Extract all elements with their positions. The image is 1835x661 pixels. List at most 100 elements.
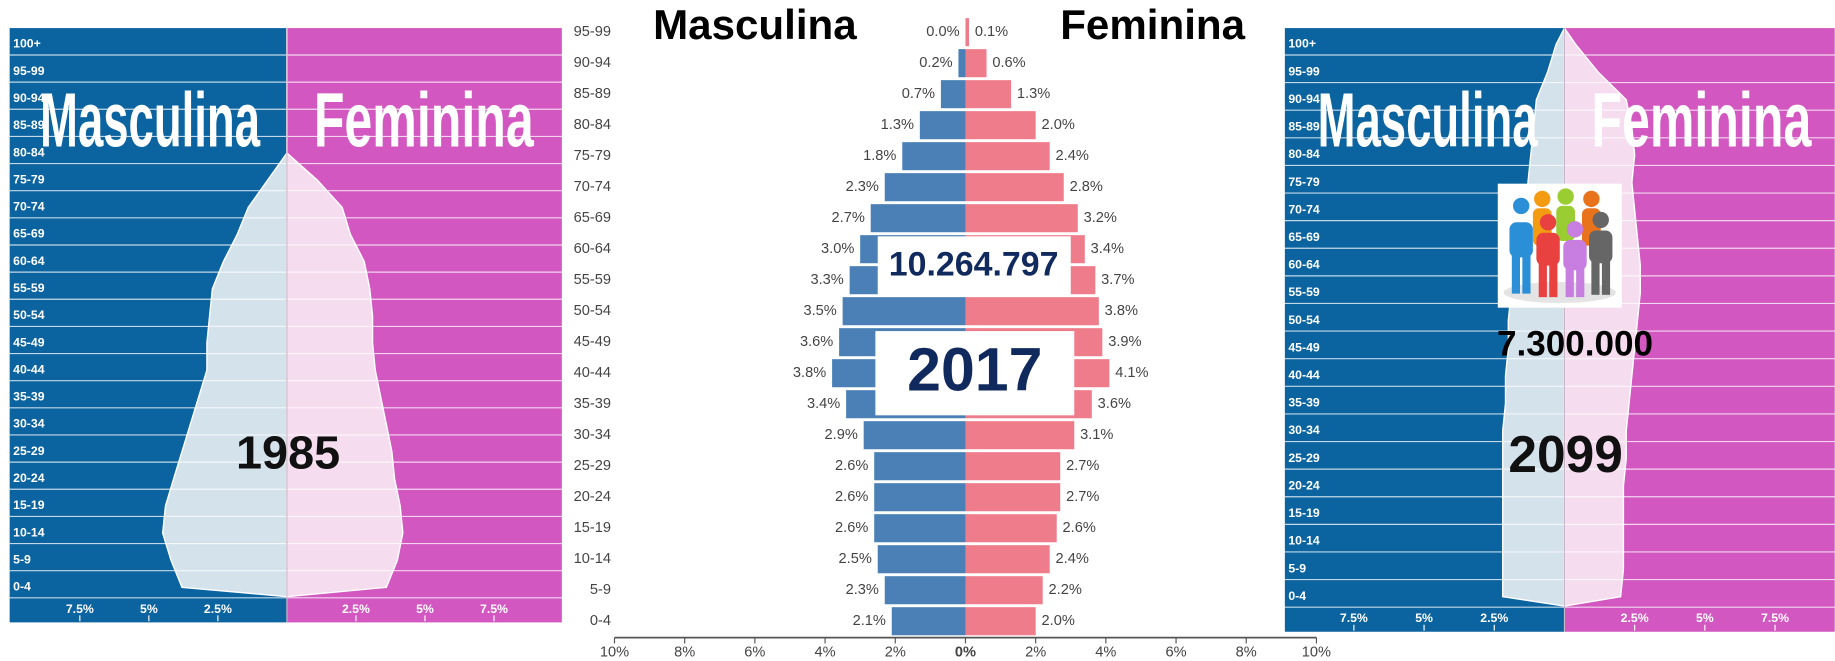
bar: [892, 607, 966, 635]
bar: [885, 576, 966, 604]
value-label: 1.3%: [881, 117, 914, 133]
value-label: 2.6%: [835, 520, 868, 536]
bar: [965, 576, 1042, 604]
age-label: 75-79: [574, 148, 611, 164]
value-label: 0.2%: [919, 55, 952, 71]
bar: [878, 545, 966, 573]
value-label: 3.6%: [1098, 396, 1131, 412]
value-label: 2.7%: [1066, 458, 1099, 474]
value-label: 2.7%: [1066, 489, 1099, 505]
bar: [965, 80, 1011, 108]
age-label: 15-19: [1288, 506, 1320, 520]
series-name: Masculina: [653, 1, 857, 48]
x-tick-label: 10%: [1302, 645, 1331, 661]
x-tick-label: 7.5%: [480, 602, 508, 616]
age-label: 55-59: [1288, 285, 1320, 299]
age-label: 0-4: [13, 580, 31, 594]
age-label: 60-64: [1288, 258, 1320, 272]
age-label: 10-14: [1288, 534, 1320, 548]
value-label: 2.1%: [853, 613, 886, 629]
bar: [874, 452, 965, 480]
x-tick-label: 6%: [744, 645, 765, 661]
bar: [864, 421, 966, 449]
age-label: 95-99: [574, 24, 611, 40]
value-label: 3.1%: [1080, 427, 1113, 443]
value-label: 3.2%: [1084, 210, 1117, 226]
x-tick-label: 4%: [815, 645, 836, 661]
age-label: 40-44: [1288, 368, 1320, 382]
x-tick-label: 2.5%: [1480, 611, 1508, 625]
bar: [843, 297, 966, 325]
age-label: 30-34: [13, 417, 45, 431]
x-tick-label: 2%: [885, 645, 906, 661]
age-label: 50-54: [574, 303, 611, 319]
age-label: 25-29: [1288, 451, 1320, 465]
chart: 0-4 5-9 10-14 15-19 20-24 25-29 30-34 35-39 40-4…: [0, 0, 1835, 661]
x-tick-label: 5%: [140, 602, 158, 616]
year-label: 2099: [1508, 425, 1623, 483]
x-tick-label: 5%: [416, 602, 434, 616]
age-label: 15-19: [574, 520, 611, 536]
value-label: 2.8%: [1070, 179, 1103, 195]
x-tick-label: 10%: [600, 645, 629, 661]
value-label: 3.9%: [1108, 334, 1141, 350]
value-label: 0.1%: [975, 24, 1008, 40]
bar: [965, 204, 1077, 232]
series-name: Feminina: [1060, 1, 1245, 48]
age-label: 25-29: [13, 444, 45, 458]
x-tick-label: 7.5%: [1340, 611, 1368, 625]
value-label: 4.1%: [1115, 365, 1148, 381]
age-label: 40-44: [13, 362, 45, 376]
bar: [965, 421, 1074, 449]
bar: [965, 483, 1060, 511]
x-tick-label: 5%: [1696, 611, 1714, 625]
age-label: 5-9: [1288, 561, 1306, 575]
age-label: 20-24: [574, 489, 611, 505]
age-label: 75-79: [13, 172, 45, 186]
bar: [965, 111, 1035, 139]
age-label: 50-54: [13, 308, 45, 322]
bar: [965, 545, 1049, 573]
bar: [965, 173, 1063, 201]
age-label: 60-64: [13, 254, 45, 268]
age-label: 80-84: [1288, 147, 1320, 161]
age-label: 20-24: [1288, 478, 1320, 492]
age-label: 30-34: [1288, 423, 1320, 437]
age-label: 45-49: [1288, 340, 1320, 354]
value-label: 3.4%: [1091, 241, 1124, 257]
bar: [965, 514, 1056, 542]
age-label: 95-99: [1288, 64, 1320, 78]
age-label: 70-74: [574, 179, 611, 195]
page: {"chart_data": [ {"type": "pyramid-area"…: [0, 0, 1835, 661]
bar: [965, 452, 1060, 480]
bar: [874, 483, 965, 511]
bar: [871, 204, 966, 232]
age-label: 20-24: [13, 471, 45, 485]
bar: [965, 297, 1098, 325]
age-label: 35-39: [1288, 396, 1320, 410]
value-label: 2.3%: [846, 179, 879, 195]
value-label: 3.3%: [810, 272, 843, 288]
age-label: 70-74: [13, 200, 45, 214]
age-label: 65-69: [13, 227, 45, 241]
bar: [965, 18, 969, 46]
value-label: 2.7%: [832, 210, 865, 226]
value-label: 2.3%: [846, 582, 879, 598]
value-label: 3.0%: [821, 241, 854, 257]
bar: [958, 49, 965, 77]
age-label: 65-69: [1288, 230, 1320, 244]
age-label: 100+: [1288, 37, 1316, 51]
bar: [965, 607, 1035, 635]
value-label: 2.6%: [835, 489, 868, 505]
bar: [874, 514, 965, 542]
value-label: 3.8%: [1105, 303, 1138, 319]
age-label: 15-19: [13, 498, 45, 512]
value-label: 2.6%: [835, 458, 868, 474]
age-label: 0-4: [590, 613, 611, 629]
value-label: 1.3%: [1017, 86, 1050, 102]
year-label: 2017: [907, 335, 1042, 403]
bar: [965, 142, 1049, 170]
series-name: Feminina: [314, 78, 535, 164]
bar: [965, 49, 986, 77]
series-name: Feminina: [1591, 78, 1812, 164]
